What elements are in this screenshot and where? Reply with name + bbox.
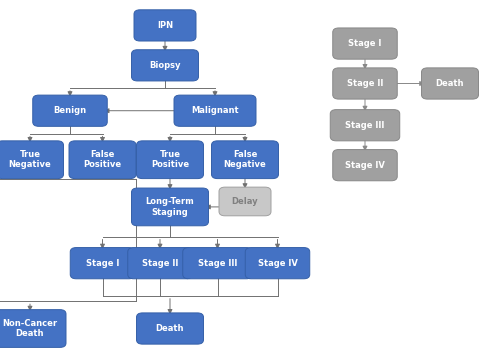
FancyBboxPatch shape — [422, 68, 478, 99]
Text: Stage III: Stage III — [346, 121, 385, 130]
Text: Non-Cancer
Death: Non-Cancer Death — [2, 319, 58, 338]
Text: Death: Death — [436, 79, 464, 88]
FancyBboxPatch shape — [134, 10, 196, 41]
Text: IPN: IPN — [157, 21, 173, 30]
Text: Stage I: Stage I — [348, 39, 382, 48]
FancyBboxPatch shape — [69, 141, 136, 179]
FancyBboxPatch shape — [0, 141, 64, 179]
Text: Benign: Benign — [54, 106, 86, 115]
FancyBboxPatch shape — [132, 188, 208, 226]
FancyBboxPatch shape — [33, 95, 108, 126]
FancyBboxPatch shape — [174, 95, 256, 126]
Text: Long-Term
Staging: Long-Term Staging — [146, 197, 194, 217]
FancyBboxPatch shape — [70, 248, 134, 279]
Text: False
Negative: False Negative — [224, 150, 266, 170]
Text: True
Positive: True Positive — [151, 150, 189, 170]
FancyBboxPatch shape — [333, 68, 397, 99]
Text: Stage II: Stage II — [347, 79, 383, 88]
Text: Stage III: Stage III — [198, 259, 237, 268]
Text: Stage IV: Stage IV — [345, 161, 385, 170]
FancyBboxPatch shape — [330, 110, 400, 141]
FancyBboxPatch shape — [132, 50, 198, 81]
Text: Stage IV: Stage IV — [258, 259, 298, 268]
Text: False
Positive: False Positive — [84, 150, 122, 170]
Text: Malignant: Malignant — [191, 106, 239, 115]
Text: True
Negative: True Negative — [8, 150, 52, 170]
Text: Death: Death — [156, 324, 184, 333]
FancyBboxPatch shape — [246, 248, 310, 279]
FancyBboxPatch shape — [136, 141, 203, 179]
FancyBboxPatch shape — [212, 141, 278, 179]
FancyBboxPatch shape — [0, 310, 66, 347]
Text: Stage I: Stage I — [86, 259, 119, 268]
FancyBboxPatch shape — [333, 150, 397, 181]
FancyBboxPatch shape — [183, 248, 252, 279]
FancyBboxPatch shape — [128, 248, 192, 279]
Text: Biopsy: Biopsy — [149, 61, 181, 70]
FancyBboxPatch shape — [136, 313, 203, 344]
FancyBboxPatch shape — [333, 28, 397, 59]
Text: Stage II: Stage II — [142, 259, 178, 268]
FancyBboxPatch shape — [219, 187, 271, 216]
Text: Delay: Delay — [232, 197, 258, 206]
